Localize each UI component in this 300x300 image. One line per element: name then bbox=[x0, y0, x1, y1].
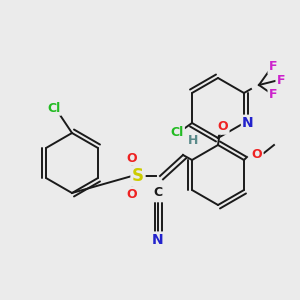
Text: O: O bbox=[127, 188, 137, 200]
Text: F: F bbox=[269, 88, 277, 101]
Text: S: S bbox=[132, 167, 144, 185]
Text: F: F bbox=[277, 74, 285, 86]
Text: O: O bbox=[127, 152, 137, 164]
Text: Cl: Cl bbox=[170, 127, 184, 140]
Text: O: O bbox=[252, 148, 262, 161]
Text: N: N bbox=[242, 116, 254, 130]
Text: O: O bbox=[218, 121, 228, 134]
Text: Cl: Cl bbox=[47, 101, 61, 115]
Text: F: F bbox=[269, 61, 277, 74]
Text: N: N bbox=[152, 233, 164, 247]
Text: H: H bbox=[188, 134, 198, 148]
Text: C: C bbox=[153, 187, 163, 200]
